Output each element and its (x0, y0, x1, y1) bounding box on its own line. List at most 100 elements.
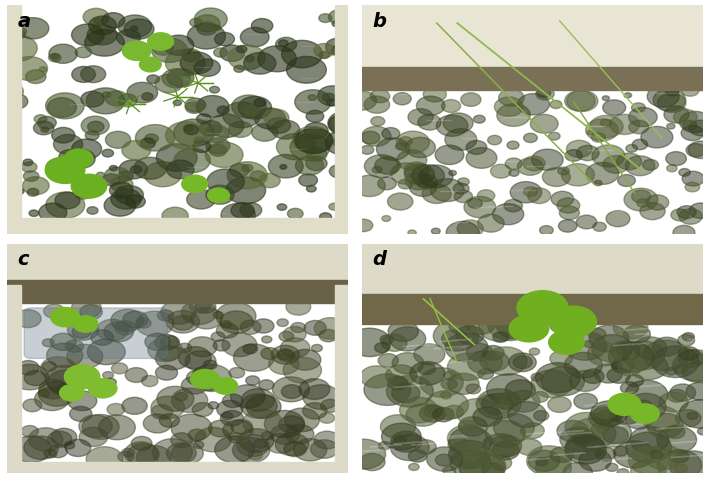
Circle shape (12, 30, 26, 39)
Circle shape (259, 174, 280, 188)
Circle shape (382, 216, 390, 221)
Circle shape (645, 445, 682, 469)
Circle shape (682, 333, 694, 341)
Circle shape (528, 188, 551, 204)
Circle shape (603, 426, 628, 444)
Circle shape (674, 109, 697, 125)
Circle shape (418, 363, 435, 375)
Circle shape (659, 392, 688, 412)
Circle shape (564, 331, 606, 360)
Circle shape (214, 436, 254, 463)
Circle shape (166, 443, 196, 463)
Circle shape (461, 93, 481, 107)
Circle shape (67, 319, 99, 340)
Circle shape (48, 431, 72, 447)
Circle shape (478, 369, 493, 379)
Circle shape (118, 15, 151, 37)
Circle shape (432, 228, 440, 234)
Circle shape (65, 365, 100, 389)
Circle shape (325, 130, 362, 155)
Circle shape (221, 204, 256, 227)
Circle shape (433, 321, 479, 351)
Circle shape (587, 130, 594, 135)
Circle shape (473, 407, 502, 426)
Circle shape (361, 126, 391, 146)
Circle shape (192, 402, 213, 416)
Circle shape (523, 187, 537, 196)
Circle shape (222, 333, 257, 357)
FancyBboxPatch shape (24, 308, 168, 358)
Circle shape (307, 148, 327, 161)
Circle shape (178, 347, 211, 369)
Circle shape (279, 416, 305, 433)
Circle shape (284, 442, 306, 456)
Circle shape (141, 138, 155, 148)
Circle shape (406, 404, 439, 426)
Circle shape (517, 291, 568, 325)
Circle shape (494, 393, 519, 409)
Circle shape (220, 411, 244, 426)
Circle shape (450, 449, 491, 477)
Circle shape (277, 319, 288, 326)
Circle shape (629, 409, 640, 416)
Circle shape (349, 91, 376, 110)
Circle shape (189, 298, 211, 313)
Circle shape (459, 453, 505, 478)
Circle shape (195, 427, 231, 452)
Circle shape (688, 141, 710, 159)
Circle shape (608, 393, 641, 415)
Circle shape (611, 362, 622, 369)
Circle shape (564, 352, 602, 378)
Circle shape (435, 454, 453, 466)
Circle shape (602, 96, 609, 100)
Circle shape (258, 380, 274, 390)
Circle shape (665, 87, 679, 96)
Circle shape (165, 122, 207, 149)
Circle shape (422, 184, 451, 204)
Circle shape (145, 333, 170, 350)
Circle shape (628, 446, 670, 474)
Circle shape (590, 115, 623, 138)
Circle shape (237, 435, 248, 442)
Circle shape (295, 90, 331, 114)
Circle shape (33, 121, 54, 135)
Circle shape (418, 114, 441, 130)
Circle shape (397, 150, 427, 170)
Circle shape (563, 463, 592, 478)
Circle shape (641, 126, 673, 148)
Circle shape (408, 450, 427, 462)
Circle shape (449, 320, 470, 334)
Circle shape (104, 167, 129, 184)
Circle shape (253, 439, 267, 448)
Circle shape (550, 316, 575, 334)
Circle shape (217, 106, 229, 114)
Circle shape (685, 182, 699, 192)
Circle shape (492, 441, 520, 460)
Circle shape (144, 162, 182, 187)
Circle shape (245, 55, 254, 62)
Circle shape (443, 467, 456, 475)
Circle shape (378, 354, 398, 367)
Circle shape (228, 45, 265, 70)
Circle shape (594, 180, 602, 186)
Circle shape (162, 207, 188, 225)
Circle shape (329, 10, 350, 24)
Circle shape (304, 320, 326, 335)
Circle shape (689, 203, 710, 218)
Circle shape (426, 391, 469, 419)
Circle shape (442, 330, 468, 348)
Circle shape (589, 328, 606, 340)
Circle shape (509, 315, 549, 342)
Circle shape (558, 167, 569, 175)
Circle shape (319, 329, 337, 342)
Circle shape (106, 131, 131, 148)
Circle shape (505, 158, 522, 169)
Circle shape (122, 397, 147, 414)
Circle shape (433, 408, 454, 422)
Circle shape (244, 105, 261, 116)
Circle shape (82, 414, 119, 439)
Circle shape (537, 88, 551, 98)
Circle shape (131, 436, 152, 450)
Circle shape (110, 176, 133, 192)
Circle shape (58, 311, 71, 320)
